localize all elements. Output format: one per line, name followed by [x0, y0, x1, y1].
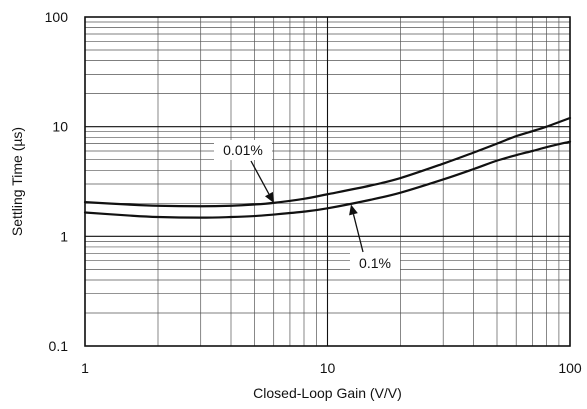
x-axis-title: Closed-Loop Gain (V/V)	[253, 385, 402, 401]
series-layer	[83, 116, 572, 219]
x-tick-labels: 1 10 100	[81, 360, 582, 376]
annotation-label: 0.01%	[223, 142, 263, 158]
annotation-leader-line	[352, 214, 364, 253]
annotation-label-bg	[350, 253, 400, 273]
y-tick-label: 10	[52, 119, 68, 135]
y-tick-labels: 0.1 1 10 100	[45, 9, 69, 354]
plot-frame	[84, 16, 571, 347]
annotation-layer: 0.01% 0.1%	[214, 140, 400, 273]
annotation-arrowhead	[264, 191, 274, 203]
annotation-label: 0.1%	[359, 255, 391, 271]
y-tick-label: 0.1	[49, 338, 69, 354]
annotation-arrowhead	[349, 204, 358, 216]
y-tick-label: 100	[45, 9, 69, 25]
x-tick-label: 1	[81, 360, 89, 376]
y-axis-title: Settling Time (µs)	[9, 127, 25, 236]
series-line-settling-0-01pct	[83, 116, 572, 208]
annotation-leader-line	[250, 160, 270, 195]
x-tick-label: 10	[320, 360, 336, 376]
x-tick-label: 100	[558, 360, 582, 376]
y-tick-label: 1	[60, 228, 68, 244]
series-line-settling-0-1pct	[83, 140, 572, 219]
annotation-label-bg	[214, 140, 272, 160]
